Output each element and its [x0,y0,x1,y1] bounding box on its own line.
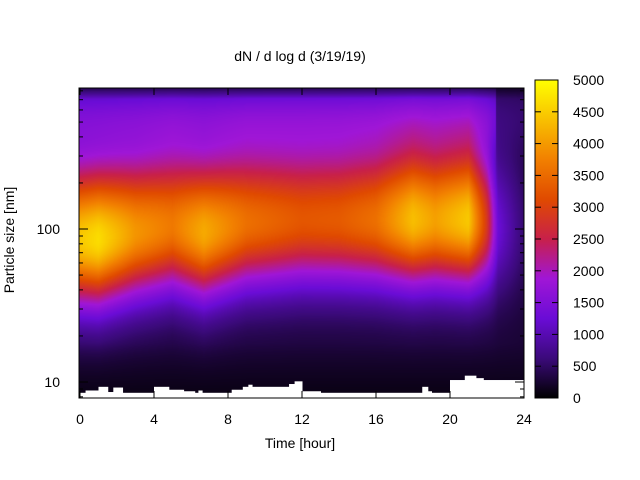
y-tick-label: 10 [44,374,60,390]
cutoff-segment [294,381,303,398]
x-axis-ticks: 0 4 8 12 16 20 24 [76,88,532,427]
cutoff-segment [248,384,253,398]
colorbar-tick-label: 4000 [573,136,604,152]
cutoff-segment [198,390,203,398]
colorbar-tick-label: 5000 [573,72,604,88]
y-axis-label: Particle size [nm] [1,187,17,294]
x-tick-label: 4 [150,411,158,427]
cutoff-segment [202,392,233,398]
x-tick-label: 12 [294,411,310,427]
cutoff-segment [464,375,477,398]
x-tick-label: 20 [442,411,458,427]
heatmap-image [79,88,524,398]
colorbar-tick-label: 1000 [573,326,604,342]
cutoff-segment [431,392,451,398]
x-tick-label: 24 [516,411,532,427]
cutoff-segment [231,389,244,398]
heatmap-plot-area [79,88,524,398]
cutoff-segment [242,386,249,398]
x-tick-label: 8 [224,411,232,427]
chart-title: dN / d log d (3/19/19) [234,48,366,64]
cutoff-segment [194,392,199,398]
lower-size-cutoff [80,375,524,398]
colorbar-tick-label: 4500 [573,104,604,120]
colorbar-tick-label: 2500 [573,231,604,247]
cutoff-segment [122,392,155,398]
cutoff-segment [113,387,124,398]
cutoff-segment [85,390,99,398]
y-axis-ticks: 10 100 [37,90,524,398]
colorbar-ticks: 0 500 1000 1500 2000 2500 3000 3500 4000 4500 5000 [535,72,604,406]
cutoff-segment [98,386,109,398]
y-tick-label: 100 [37,221,61,237]
cutoff-segment [289,384,296,398]
x-axis-label: Time [hour] [265,435,335,451]
cutoff-segment [427,391,432,398]
cutoff-segment [252,386,290,398]
cutoff-segment [422,386,429,398]
colorbar-tick-label: 0 [573,390,581,406]
cutoff-segment [80,392,87,398]
cutoff-segment [483,380,524,398]
colorbar-tick-label: 2000 [573,263,604,279]
cutoff-segment [107,392,114,398]
cutoff-segment [168,389,185,398]
colorbar-tick-label: 1500 [573,295,604,311]
cutoff-segment [302,391,321,398]
cutoff-segment [475,378,484,398]
colorbar-tick-label: 3500 [573,167,604,183]
cutoff-segment [154,386,170,398]
cutoff-segment [320,392,423,398]
colorbar-tick-label: 3000 [573,199,604,215]
colorbar-tick-label: 500 [573,358,597,374]
x-tick-label: 16 [368,411,384,427]
cutoff-segment [450,380,466,398]
cutoff-segment [183,391,196,398]
x-tick-label: 0 [76,411,84,427]
